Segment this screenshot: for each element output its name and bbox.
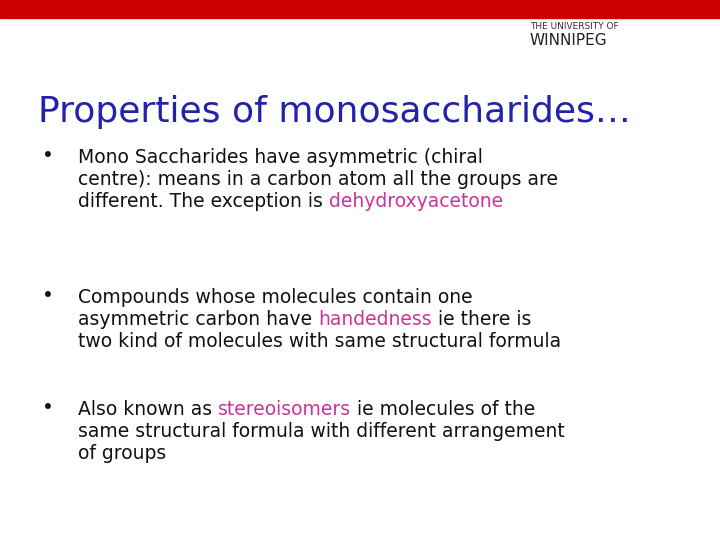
Text: WINNIPEG: WINNIPEG — [530, 33, 608, 48]
Text: same structural formula with different arrangement: same structural formula with different a… — [78, 422, 564, 441]
Text: ie molecules of the: ie molecules of the — [351, 400, 536, 419]
Text: Mono Saccharides have asymmetric (chiral: Mono Saccharides have asymmetric (chiral — [78, 148, 483, 167]
Text: Compounds whose molecules contain one: Compounds whose molecules contain one — [78, 288, 472, 307]
Text: ie there is: ie there is — [432, 310, 531, 329]
Text: stereoisomers: stereoisomers — [218, 400, 351, 419]
Bar — [0, 0, 720, 18]
Text: two kind of molecules with same structural formula: two kind of molecules with same structur… — [78, 332, 561, 351]
Text: Also known as: Also known as — [78, 400, 218, 419]
Text: of groups: of groups — [78, 444, 166, 463]
Text: centre): means in a carbon atom all the groups are: centre): means in a carbon atom all the … — [78, 170, 558, 189]
Text: asymmetric carbon have: asymmetric carbon have — [78, 310, 318, 329]
Text: •: • — [42, 286, 54, 305]
Text: THE UNIVERSITY OF: THE UNIVERSITY OF — [530, 22, 618, 31]
Text: •: • — [42, 398, 54, 417]
Text: Properties of monosaccharides…: Properties of monosaccharides… — [38, 95, 631, 129]
Text: different. The exception is: different. The exception is — [78, 192, 329, 211]
Text: •: • — [42, 146, 54, 165]
Text: handedness: handedness — [318, 310, 432, 329]
Text: dehydroxyacetone: dehydroxyacetone — [329, 192, 503, 211]
